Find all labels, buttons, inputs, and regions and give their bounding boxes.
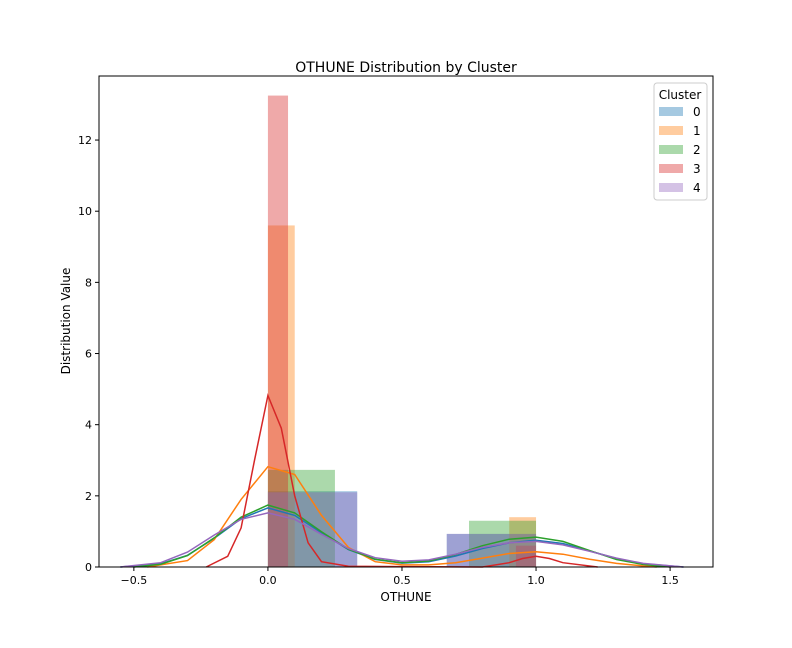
kde-line-cluster-4: [120, 512, 684, 568]
y-tick-label: 8: [85, 276, 92, 289]
y-axis-label: Distribution Value: [59, 268, 73, 375]
legend-label-1: 1: [693, 124, 701, 138]
y-tick-label: 4: [85, 419, 92, 432]
legend: Cluster 0 1 2 3 4: [653, 82, 708, 201]
x-tick-label: −0.5: [120, 574, 147, 587]
legend-title: Cluster: [659, 88, 702, 102]
kde-line-cluster-2: [133, 504, 671, 568]
legend-label-0: 0: [693, 105, 701, 119]
legend-box: [653, 82, 708, 201]
legend-swatch-1: [659, 126, 683, 135]
bar-cluster-3-bin-1: [515, 545, 537, 567]
y-axis: 0 2 4 6 8 10 12: [78, 134, 99, 574]
chart-title: OTHUNE Distribution by Cluster: [295, 60, 517, 76]
x-tick-label: 1.5: [661, 574, 679, 587]
legend-label-2: 2: [693, 143, 701, 157]
x-tick-label: 1.0: [527, 574, 545, 587]
x-axis: −0.5 0.0 0.5 1.0 1.5: [120, 567, 679, 587]
legend-label-4: 4: [693, 181, 701, 195]
kde-line-cluster-1: [147, 465, 657, 568]
bar-cluster-1-bin-0: [267, 225, 295, 567]
legend-swatch-0: [659, 107, 683, 116]
x-tick-label: 0.5: [393, 574, 411, 587]
y-tick-label: 12: [78, 134, 92, 147]
y-tick-label: 0: [85, 561, 92, 574]
x-tick-label: 0.0: [259, 574, 277, 587]
kde-line-cluster-3: [205, 392, 598, 568]
legend-label-3: 3: [693, 162, 701, 176]
x-axis-label: OTHUNE: [380, 590, 431, 604]
y-tick-label: 10: [78, 205, 92, 218]
legend-swatch-2: [659, 145, 683, 154]
plot-frame: [98, 75, 714, 568]
kde-line-cluster-0: [120, 507, 684, 568]
bar-cluster-3-bin-0: [267, 95, 289, 567]
kde-curves: [120, 392, 684, 568]
y-tick-label: 6: [85, 348, 92, 361]
legend-swatch-4: [659, 183, 683, 192]
y-tick-label: 2: [85, 490, 92, 503]
legend-swatch-3: [659, 164, 683, 173]
